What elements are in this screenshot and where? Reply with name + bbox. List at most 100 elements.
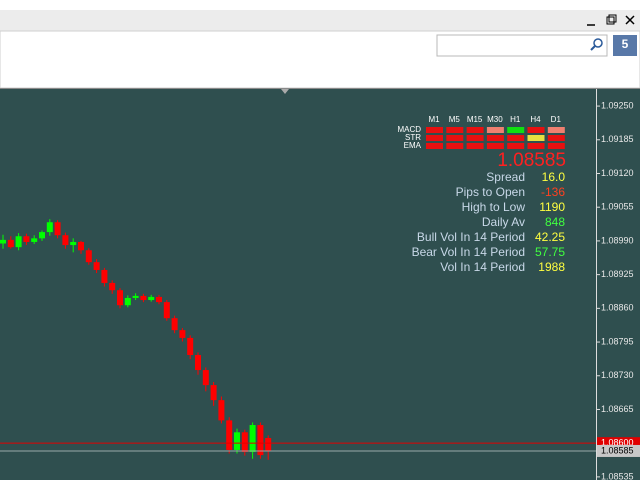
candle-body [62, 235, 69, 246]
candle-body [54, 222, 61, 236]
stat-label: High to Low [462, 200, 526, 214]
stat-label: Spread [486, 170, 525, 184]
signal-cell [527, 127, 545, 133]
signal-cell [446, 143, 464, 149]
candle-body [15, 236, 22, 248]
signal-cell [426, 135, 443, 141]
candle-body [241, 432, 248, 452]
stat-value: 848 [545, 215, 565, 229]
y-tick-label: 1.08925 [601, 269, 634, 279]
signal-cell [486, 135, 504, 141]
candle-body [171, 318, 178, 331]
candle-body [179, 330, 186, 338]
y-tick-label: 1.08860 [601, 303, 634, 313]
search-icon[interactable] [590, 38, 603, 51]
timeframe-label: M30 [487, 115, 503, 124]
timeframe-label: H1 [510, 115, 521, 124]
candle-body [140, 295, 147, 301]
candles: 1.09250 1.09185 1.09120 1.09055 1.08990 1.089… [0, 100, 640, 481]
candle-body [70, 241, 77, 246]
candle-body [132, 295, 139, 298]
top-edge [0, 0, 640, 10]
y-tick-label: 1.08535 [601, 471, 634, 480]
row-label: EMA [404, 141, 422, 150]
row-label: STR [405, 133, 421, 142]
row-label: MACD [397, 125, 421, 134]
signal-cell [507, 143, 525, 149]
candle-body [210, 385, 217, 401]
stat-label: Vol In 14 Period [440, 260, 525, 274]
candle-body [117, 290, 123, 306]
restore-button[interactable] [606, 14, 617, 25]
candle-body [226, 420, 233, 450]
candle-body [234, 432, 240, 450]
candle-body [163, 302, 170, 319]
candle-body [39, 232, 45, 239]
signal-cell [527, 135, 545, 141]
bid-label: 1.08585 [601, 445, 634, 455]
candle-body [31, 238, 38, 242]
y-tick-label: 1.08795 [601, 336, 634, 346]
y-tick-label: 1.09185 [601, 134, 634, 144]
notification-badge: 5 [622, 37, 629, 51]
signal-cell [507, 127, 525, 133]
close-button[interactable] [625, 15, 635, 25]
candle-body [124, 297, 131, 306]
chart-area [0, 88, 640, 480]
y-tick-label: 1.09055 [601, 202, 634, 212]
search-box[interactable] [436, 34, 608, 57]
timeframe-label: D1 [551, 115, 562, 124]
candle-body [156, 296, 162, 303]
y-tick-label: 1.08665 [601, 404, 634, 414]
stat-label: Bear Vol In 14 Period [412, 245, 525, 259]
candle-body [265, 437, 272, 451]
candle-body [257, 425, 264, 456]
stat-label: Pips to Open [456, 185, 525, 199]
candle-body [202, 370, 209, 386]
timeframe-label: M15 [467, 115, 483, 124]
signal-cell [507, 135, 525, 141]
notification-button[interactable] [613, 35, 637, 56]
stat-label: Bull Vol In 14 Period [417, 230, 525, 244]
candle-body [249, 425, 256, 452]
candle-body [148, 296, 155, 301]
y-tick-label: 1.09250 [601, 100, 634, 110]
stat-value: -136 [541, 185, 565, 199]
stat-value: 42.25 [535, 230, 565, 244]
title-bar [0, 10, 640, 31]
stat-value: 16.0 [542, 170, 566, 184]
timeframe-label: M1 [428, 115, 440, 124]
y-tick-label: 1.08730 [601, 370, 634, 380]
signal-cell [426, 143, 443, 149]
signal-cell [527, 143, 545, 149]
candle-body [109, 282, 116, 291]
y-tick-label: 1.08990 [601, 235, 634, 245]
bid-label-box [597, 444, 640, 457]
candle-body [85, 250, 92, 263]
current-price: 1.08585 [497, 150, 566, 171]
signal-cell [466, 135, 484, 141]
candle-body [218, 400, 225, 421]
candle-body [101, 269, 108, 283]
candle-body [187, 337, 194, 356]
candle-body [93, 262, 100, 270]
stat-value: 1988 [538, 260, 565, 274]
signal-cell [466, 127, 484, 133]
signal-cell [426, 127, 443, 133]
signal-cell [466, 143, 484, 149]
signal-cell [547, 135, 565, 141]
signal-cell [547, 127, 565, 133]
candle-body [0, 239, 6, 244]
y-tick-label: 1.09120 [601, 168, 634, 178]
ask-label: 1.08600 [601, 438, 634, 448]
signal-cell [486, 127, 504, 133]
signal-cell [446, 127, 464, 133]
timeframe-label: M5 [449, 115, 461, 124]
candle-body [46, 222, 53, 233]
stat-value: 57.75 [535, 245, 565, 259]
shift-marker[interactable] [281, 89, 289, 94]
candle-body [7, 239, 14, 248]
stat-value: 1190 [539, 200, 565, 214]
